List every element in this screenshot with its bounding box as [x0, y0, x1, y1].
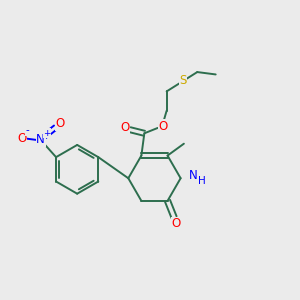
Text: O: O: [17, 132, 26, 145]
Text: O: O: [55, 117, 64, 130]
Text: +: +: [44, 129, 51, 138]
Text: N: N: [36, 134, 45, 146]
Text: -: -: [26, 125, 30, 135]
Text: H: H: [198, 176, 206, 186]
Text: O: O: [172, 217, 181, 230]
Text: N: N: [189, 169, 198, 182]
Text: O: O: [158, 120, 168, 133]
Text: S: S: [179, 74, 187, 88]
Text: O: O: [120, 122, 129, 134]
